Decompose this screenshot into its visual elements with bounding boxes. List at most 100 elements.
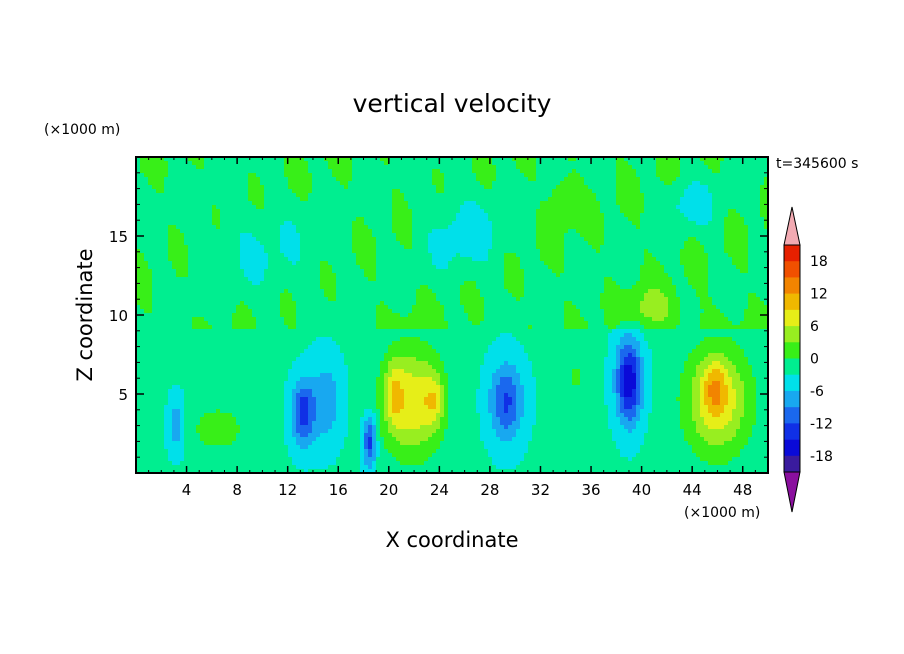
field-cell bbox=[500, 205, 505, 210]
field-cell bbox=[532, 241, 537, 246]
field-cell bbox=[508, 237, 513, 242]
field-cell bbox=[612, 201, 617, 206]
field-cell bbox=[236, 169, 241, 174]
field-cell bbox=[248, 281, 253, 286]
field-cell bbox=[744, 273, 749, 278]
field-cell bbox=[596, 205, 601, 210]
field-cell bbox=[444, 273, 449, 278]
field-cell bbox=[700, 169, 705, 174]
field-cell bbox=[176, 181, 181, 186]
field-cell bbox=[288, 237, 293, 242]
field-cell bbox=[464, 201, 469, 206]
field-cell bbox=[296, 281, 301, 286]
field-cell bbox=[708, 277, 713, 282]
field-cell bbox=[324, 269, 329, 274]
field-cell bbox=[284, 173, 289, 178]
field-cell bbox=[484, 157, 489, 162]
field-cell bbox=[688, 177, 693, 182]
field-cell bbox=[216, 205, 221, 210]
field-cell bbox=[396, 201, 401, 206]
field-cell bbox=[432, 161, 437, 166]
field-cell bbox=[696, 177, 701, 182]
field-cell bbox=[220, 269, 225, 274]
field-cell bbox=[188, 257, 193, 262]
field-cell bbox=[168, 193, 173, 198]
field-cell bbox=[232, 281, 237, 286]
field-cell bbox=[752, 205, 757, 210]
field-cell bbox=[748, 189, 753, 194]
field-cell bbox=[504, 181, 509, 186]
field-cell bbox=[212, 225, 217, 230]
field-cell bbox=[196, 193, 201, 198]
field-cell bbox=[184, 165, 189, 170]
field-cell bbox=[308, 265, 313, 270]
field-cell bbox=[712, 277, 717, 282]
field-cell bbox=[476, 181, 481, 186]
field-cell bbox=[528, 273, 533, 278]
field-cell bbox=[544, 201, 549, 206]
field-cell bbox=[472, 173, 477, 178]
field-cell bbox=[152, 197, 157, 202]
field-cell bbox=[248, 213, 253, 218]
field-cell bbox=[504, 253, 509, 258]
field-cell bbox=[384, 213, 389, 218]
field-cell bbox=[620, 157, 625, 162]
field-cell bbox=[156, 157, 161, 162]
field-cell bbox=[436, 193, 441, 198]
field-cell bbox=[552, 169, 557, 174]
field-cell bbox=[504, 245, 509, 250]
field-cell bbox=[416, 189, 421, 194]
field-cell bbox=[484, 197, 489, 202]
field-cell bbox=[268, 233, 273, 238]
field-cell bbox=[240, 249, 245, 254]
field-cell bbox=[676, 177, 681, 182]
field-cell bbox=[544, 257, 549, 262]
field-cell bbox=[740, 265, 745, 270]
field-cell bbox=[140, 205, 145, 210]
field-cell bbox=[688, 213, 693, 218]
field-cell bbox=[716, 189, 721, 194]
field-cell bbox=[500, 189, 505, 194]
field-cell bbox=[280, 257, 285, 262]
field-cell bbox=[620, 161, 625, 166]
field-cell bbox=[332, 209, 337, 214]
field-cell bbox=[636, 157, 641, 162]
field-cell bbox=[212, 165, 217, 170]
field-cell bbox=[532, 233, 537, 238]
field-cell bbox=[304, 245, 309, 250]
field-cell bbox=[332, 225, 337, 230]
field-cell bbox=[368, 233, 373, 238]
field-cell bbox=[436, 165, 441, 170]
field-cell bbox=[564, 205, 569, 210]
field-cell bbox=[532, 165, 537, 170]
field-cell bbox=[752, 265, 757, 270]
field-cell bbox=[428, 177, 433, 182]
field-cell bbox=[184, 245, 189, 250]
field-cell bbox=[628, 193, 633, 198]
field-cell bbox=[368, 265, 373, 270]
field-cell bbox=[580, 193, 585, 198]
field-cell bbox=[136, 193, 141, 198]
field-cell bbox=[356, 209, 361, 214]
field-cell bbox=[676, 277, 681, 282]
field-cell bbox=[556, 253, 561, 258]
field-cell bbox=[280, 157, 285, 162]
field-cell bbox=[348, 205, 353, 210]
field-cell bbox=[164, 213, 169, 218]
field-cell bbox=[364, 229, 369, 234]
field-cell bbox=[280, 185, 285, 190]
field-cell bbox=[452, 265, 457, 270]
field-cell bbox=[180, 209, 185, 214]
field-cell bbox=[272, 233, 277, 238]
field-cell bbox=[552, 249, 557, 254]
field-cell bbox=[596, 157, 601, 162]
field-cell bbox=[520, 209, 525, 214]
field-cell bbox=[340, 185, 345, 190]
field-cell bbox=[140, 169, 145, 174]
field-cell bbox=[564, 221, 569, 226]
field-cell bbox=[516, 213, 521, 218]
field-cell bbox=[220, 221, 225, 226]
field-cell bbox=[456, 253, 461, 258]
field-cell bbox=[712, 177, 717, 182]
field-cell bbox=[608, 257, 613, 262]
